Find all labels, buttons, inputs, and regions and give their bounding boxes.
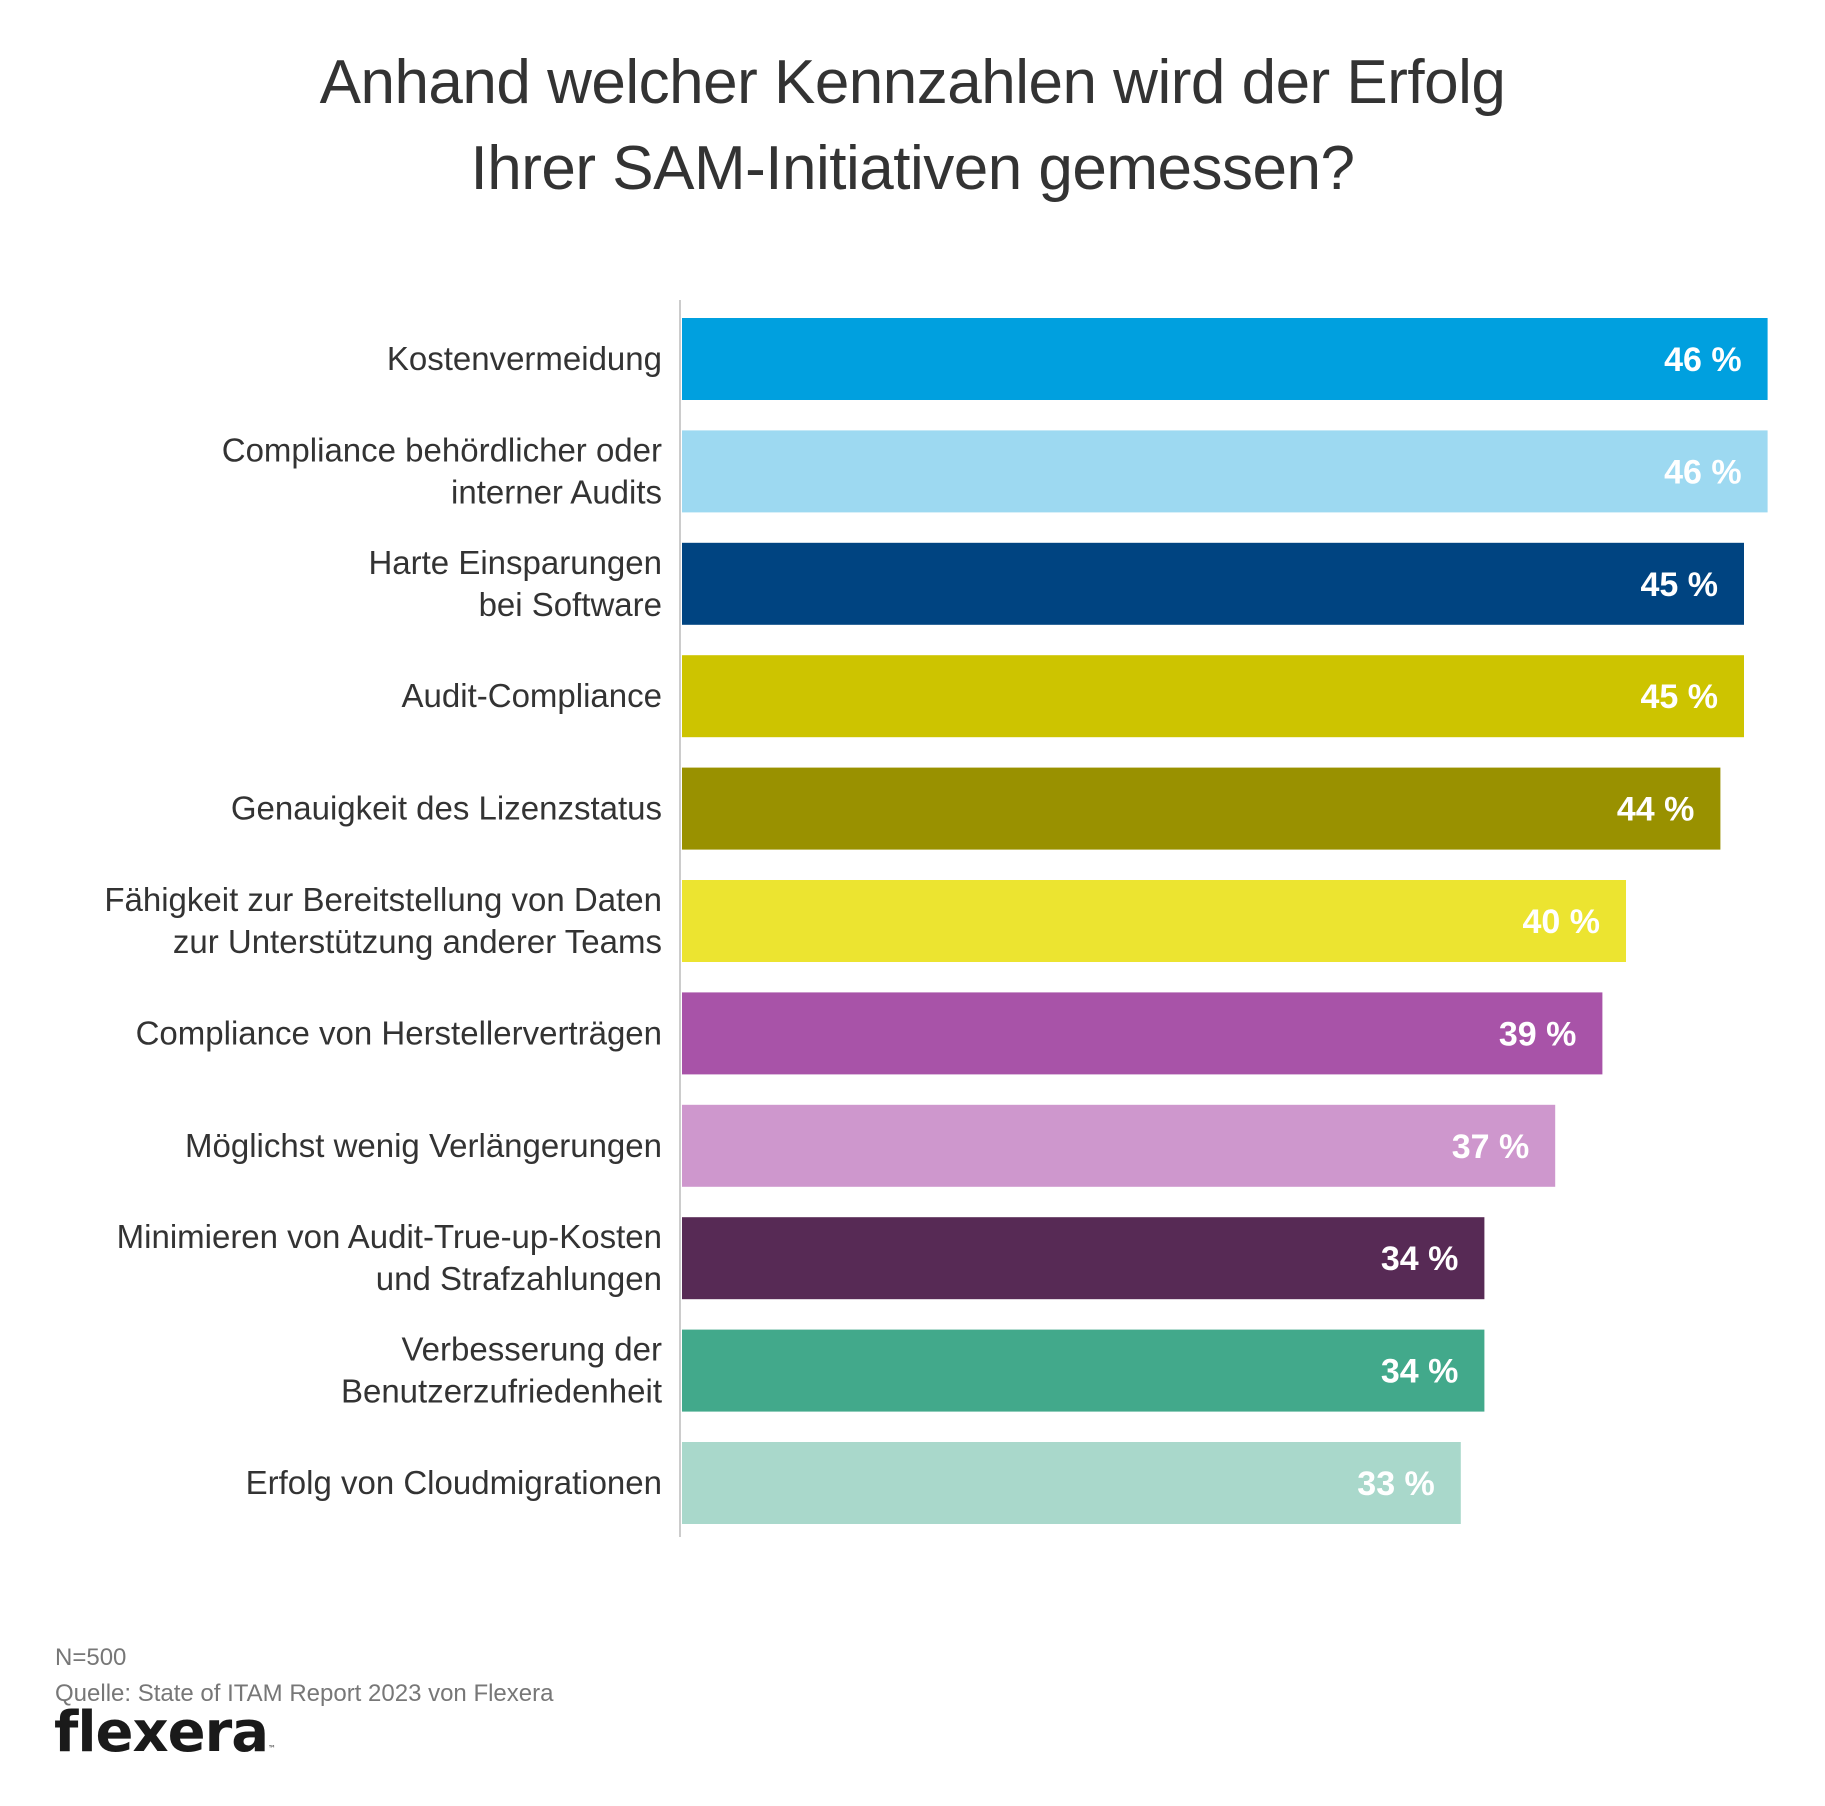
trademark-symbol: ™ — [268, 1744, 277, 1753]
value-label-4: 45 % — [1641, 678, 1719, 716]
category-label-6-line-1: Fähigkeit zur Bereitstellung von Daten — [104, 881, 662, 918]
bar-4 — [682, 655, 1744, 738]
value-label-3: 45 % — [1641, 566, 1719, 604]
value-label-7: 39 % — [1499, 1015, 1577, 1053]
category-label-10-line-2: Benutzerzufriedenheit — [341, 1373, 662, 1410]
bars-group — [682, 318, 1768, 1524]
bar-9 — [682, 1217, 1485, 1300]
value-label-1: 46 % — [1664, 341, 1742, 379]
bar-5 — [682, 767, 1721, 850]
logo-text: flexera — [54, 1700, 269, 1765]
bar-1 — [682, 318, 1768, 400]
bar-3 — [682, 542, 1744, 625]
bar-2 — [682, 430, 1768, 513]
category-label-7: Compliance von Herstellerverträgen — [136, 1014, 662, 1051]
category-label-9-line-1: Minimieren von Audit-True-up-Kosten — [117, 1218, 662, 1255]
bar-7 — [682, 992, 1603, 1075]
category-label-3-line-1: Harte Einsparungen — [368, 544, 662, 581]
value-label-10: 34 % — [1381, 1353, 1459, 1391]
category-label-6-line-2: zur Unterstützung anderer Teams — [173, 923, 662, 960]
value-label-6: 40 % — [1523, 903, 1601, 941]
category-label-2-line-2: interner Audits — [451, 473, 662, 510]
bar-11 — [682, 1442, 1461, 1524]
category-label-5: Genauigkeit des Lizenzstatus — [231, 790, 662, 827]
value-labels: 46 % 46 % 45 % 45 % 44 % 40 % 39 % 37 % 34 % 34 %… — [1357, 341, 1741, 1503]
bar-10 — [682, 1329, 1485, 1412]
category-label-9-line-2: und Strafzahlungen — [376, 1260, 662, 1297]
value-label-8: 37 % — [1452, 1128, 1530, 1166]
bar-6 — [682, 880, 1626, 962]
value-label-5: 44 % — [1617, 791, 1695, 829]
category-label-8: Möglichst wenig Verlängerungen — [185, 1127, 662, 1164]
category-labels: Kostenvermeidung Compliance behördlicher … — [104, 340, 662, 1501]
category-label-11: Erfolg von Cloudmigrationen — [246, 1464, 662, 1501]
category-label-10-line-1: Verbesserung der — [401, 1331, 662, 1368]
value-label-9: 34 % — [1381, 1240, 1459, 1278]
chart-title: Anhand welcher Kennzahlen wird der Erfol… — [0, 40, 1825, 212]
bar-8 — [682, 1104, 1556, 1187]
value-label-11: 33 % — [1357, 1465, 1435, 1503]
flexera-logo: flexera™ — [54, 1700, 276, 1765]
category-label-3-line-2: bei Software — [479, 586, 662, 623]
category-label-4: Audit-Compliance — [402, 677, 662, 714]
footer: N=500 Quelle: State of ITAM Report 2023 … — [55, 1640, 553, 1712]
chart-title-line-1: Anhand welcher Kennzahlen wird der Erfol… — [319, 48, 1506, 117]
source-note: Quelle: State of ITAM Report 2023 von Fl… — [55, 1680, 554, 1707]
chart-title-line-2: Ihrer SAM-Initiativen gemessen? — [470, 134, 1355, 203]
value-label-2: 46 % — [1664, 453, 1742, 491]
category-label-1: Kostenvermeidung — [387, 340, 662, 377]
sample-size-note: N=500 — [55, 1644, 127, 1671]
category-label-2-line-1: Compliance behördlicher oder — [222, 431, 662, 468]
